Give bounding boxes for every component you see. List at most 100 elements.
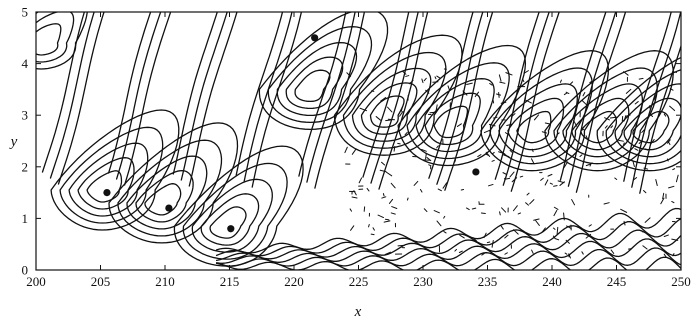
contour-fragment xyxy=(632,160,635,167)
contour-fragment xyxy=(531,148,534,153)
contour-fragment xyxy=(385,171,393,177)
x-tick-label: 220 xyxy=(284,274,304,289)
y-tick-label: 2 xyxy=(22,159,29,174)
contour-fragment xyxy=(381,161,386,166)
contour-fragment xyxy=(390,182,396,189)
braid-contour xyxy=(172,12,218,175)
contour-fragment xyxy=(421,78,424,84)
contour-fragment xyxy=(632,177,638,181)
vortex-contour xyxy=(596,56,681,172)
contour-fragment xyxy=(541,227,546,233)
contour-fragment xyxy=(496,93,502,96)
contour-fragment xyxy=(505,72,513,76)
contour-fragment xyxy=(397,244,406,247)
contour-fragment xyxy=(672,71,678,73)
contour-fragment xyxy=(529,199,535,205)
contour-fragment xyxy=(638,77,644,80)
contour-fragment xyxy=(402,70,407,75)
contour-fragment xyxy=(634,148,639,151)
contour-fragment xyxy=(498,151,506,155)
contour-fragment xyxy=(399,110,404,117)
vortex-contour xyxy=(406,62,510,160)
contour-fragment xyxy=(666,139,671,144)
wall-layer-contour xyxy=(215,238,681,264)
x-tick-label: 245 xyxy=(607,274,627,289)
contour-fragment xyxy=(462,90,468,96)
braid-contour xyxy=(251,12,303,188)
contour-fragment xyxy=(553,185,558,187)
y-tick-label: 0 xyxy=(22,263,29,278)
vortex-centre-dot xyxy=(472,168,480,176)
contour-fragment xyxy=(653,94,657,101)
vortex-contour xyxy=(397,44,527,167)
vortex-contour xyxy=(36,12,88,70)
contour-fragment xyxy=(344,146,348,154)
contour-fragment xyxy=(488,123,496,127)
contour-fragment xyxy=(634,101,639,105)
contour-fragment xyxy=(491,240,494,248)
contour-fragment xyxy=(393,146,396,152)
contour-fragment xyxy=(503,154,510,158)
contour-fragment xyxy=(581,251,584,255)
contour-fragment xyxy=(643,190,647,194)
contour-fragment xyxy=(492,98,495,104)
dashed-contour-fragments xyxy=(344,68,679,259)
contour-fragment xyxy=(503,176,507,180)
contour-fragment xyxy=(519,175,524,178)
contour-fragment xyxy=(436,75,441,79)
contour-fragment xyxy=(413,180,419,186)
contour-fragment xyxy=(384,218,390,221)
y-tick-label: 5 xyxy=(22,5,29,20)
contour-fragment xyxy=(368,224,370,228)
contour-fragment xyxy=(406,197,409,201)
braid-contour xyxy=(298,12,347,177)
y-tick-label: 3 xyxy=(22,108,29,123)
contour-fragment xyxy=(650,114,654,117)
contour-fragment xyxy=(484,153,489,156)
vortex-contour xyxy=(135,169,194,223)
contour-fragment xyxy=(492,151,495,155)
contour-fragment xyxy=(547,173,553,177)
contour-fragment xyxy=(624,114,631,117)
contour-fragment xyxy=(474,91,480,98)
x-tick-label: 230 xyxy=(413,274,433,289)
contour-fragment xyxy=(552,227,556,230)
contour-fragment xyxy=(517,212,521,215)
contour-fragment xyxy=(623,115,627,122)
contour-fragment xyxy=(390,212,396,215)
vortex-contour xyxy=(415,78,495,153)
contour-fragment xyxy=(556,132,560,136)
vortex-contour xyxy=(144,183,182,216)
braid-contour xyxy=(41,12,86,173)
contour-fragment xyxy=(525,99,532,104)
vortex-contour xyxy=(369,95,405,128)
contour-fragment xyxy=(428,164,432,167)
contour-fragment xyxy=(623,142,625,146)
contour-fragment xyxy=(346,72,351,77)
contour-fragment xyxy=(372,227,375,231)
vortex-contour xyxy=(209,206,247,239)
contour-fragment xyxy=(375,116,382,121)
contour-fragment xyxy=(581,99,588,106)
contour-fragment xyxy=(604,117,611,121)
x-tick-label: 225 xyxy=(349,274,369,289)
vortex-centre-dot xyxy=(227,225,235,233)
contour-fragment xyxy=(504,234,509,239)
contour-fragment xyxy=(433,210,440,214)
contour-fragment xyxy=(582,92,586,97)
vortex-contour xyxy=(50,109,180,231)
contour-fragment xyxy=(604,125,608,129)
braid-contour xyxy=(188,12,238,187)
contour-fragment xyxy=(388,198,394,204)
contour-fragment xyxy=(500,224,504,230)
braid-contour xyxy=(370,12,419,184)
contour-fragment xyxy=(380,97,387,102)
contour-fragment xyxy=(429,111,437,114)
contour-fragment xyxy=(443,215,446,219)
braid-contour xyxy=(243,12,293,182)
contour-fragment xyxy=(384,251,391,255)
wall-layer-contour xyxy=(215,229,681,262)
contour-fragment xyxy=(377,214,384,219)
contour-fragment xyxy=(498,74,502,82)
contour-fragment xyxy=(442,182,448,189)
